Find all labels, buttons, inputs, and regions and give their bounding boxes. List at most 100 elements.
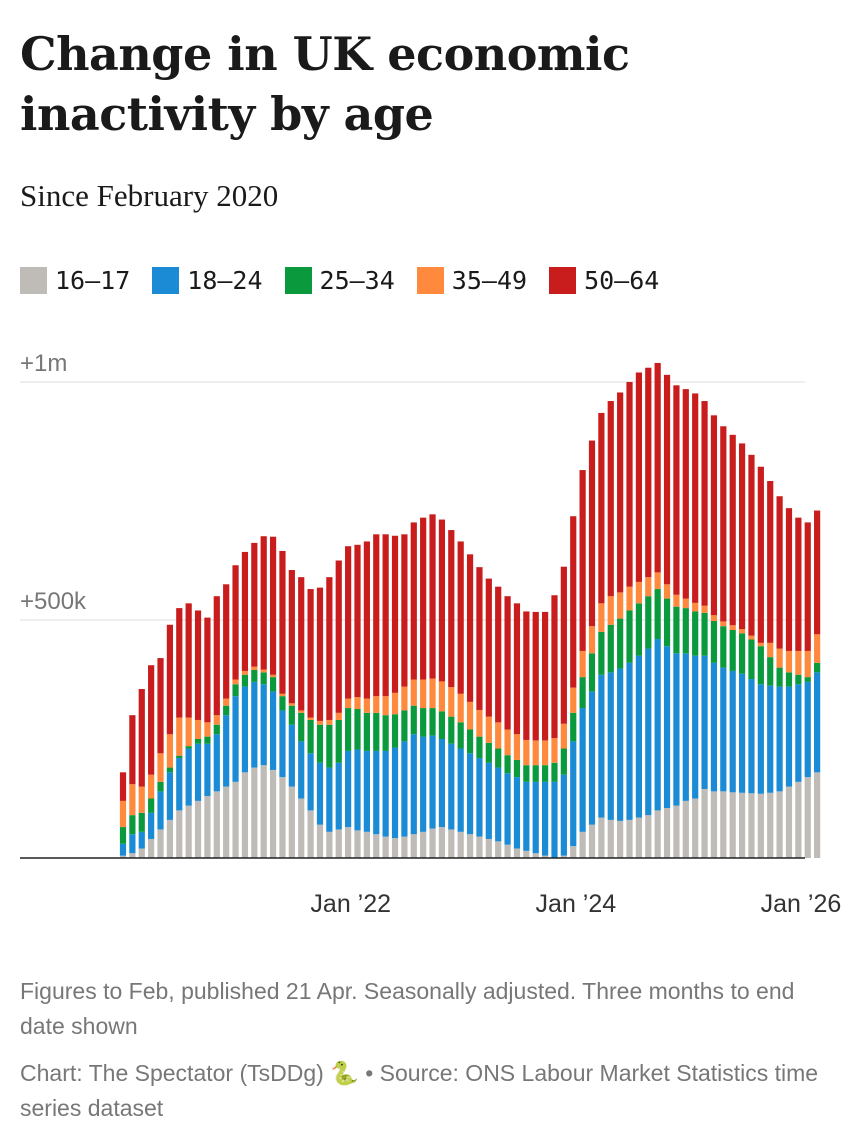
bar-segment-1-9 xyxy=(204,743,211,797)
x-tick-label-2: Jan ’26 xyxy=(761,890,842,918)
bar-segment-4-71 xyxy=(785,508,793,651)
bar-segment-1-61 xyxy=(692,655,699,799)
legend-swatch-25-34 xyxy=(284,267,312,294)
bar-segment-4-27 xyxy=(373,534,380,697)
bar-segment-4-16 xyxy=(269,536,277,675)
bar-segment-3-19 xyxy=(298,710,305,713)
bar-segment-2-6 xyxy=(176,755,183,759)
bar-segment-1-55 xyxy=(635,655,642,818)
bar-segment-4-10 xyxy=(213,596,220,716)
bar-segment-1-16 xyxy=(269,691,277,770)
bar-segment-0-25 xyxy=(354,830,361,858)
bar-segment-4-56 xyxy=(645,367,652,578)
bar-segment-0-1 xyxy=(129,853,136,858)
bar-segment-3-23 xyxy=(335,712,342,720)
bar-segment-3-30 xyxy=(401,686,408,711)
bar-segment-2-65 xyxy=(729,629,736,671)
bar-segment-3-17 xyxy=(279,693,286,697)
bar-segment-0-11 xyxy=(223,786,230,858)
bar-segment-4-64 xyxy=(720,426,727,622)
bar-segment-2-23 xyxy=(335,719,342,763)
bar-segment-3-64 xyxy=(720,621,727,627)
bar-segment-2-70 xyxy=(776,667,783,687)
bar-segment-4-8 xyxy=(194,610,202,720)
bar-segment-1-22 xyxy=(326,767,333,832)
bar-segment-1-30 xyxy=(401,741,408,837)
bar-segment-0-60 xyxy=(682,800,689,858)
bar-segment-0-57 xyxy=(654,810,661,858)
bar-segment-3-2 xyxy=(138,786,145,813)
bar-segment-2-14 xyxy=(251,669,258,682)
bar-segment-1-32 xyxy=(420,736,427,832)
bar-segment-0-70 xyxy=(776,791,783,858)
bar-segment-0-44 xyxy=(532,853,539,858)
bar-segment-4-3 xyxy=(148,665,155,775)
bar-segment-1-2 xyxy=(138,831,145,849)
bar-segment-1-18 xyxy=(288,724,295,787)
bar-segment-0-2 xyxy=(138,848,145,858)
bar-segment-3-29 xyxy=(391,692,399,715)
bar-segment-1-43 xyxy=(523,781,530,851)
bar-segment-4-37 xyxy=(466,554,474,702)
bar-segment-1-6 xyxy=(176,758,183,811)
bar-segment-3-47 xyxy=(560,723,567,749)
bar-segment-3-18 xyxy=(288,703,295,706)
bar-segment-1-64 xyxy=(720,667,727,792)
bar-segment-4-0 xyxy=(119,772,127,801)
bar-segment-4-57 xyxy=(654,362,661,573)
bar-segment-4-41 xyxy=(504,596,511,730)
bar-segment-1-39 xyxy=(485,762,492,839)
bar-segment-4-11 xyxy=(223,584,230,699)
bar-segment-4-9 xyxy=(204,617,211,723)
legend-label-50-64: 50–64 xyxy=(584,266,660,295)
bar-segment-2-46 xyxy=(551,762,558,782)
legend-item-16-17: 16–17 xyxy=(20,266,130,295)
bar-segment-2-35 xyxy=(448,716,455,744)
bar-segment-0-37 xyxy=(466,834,474,858)
bar-segment-1-5 xyxy=(166,772,173,820)
bar-segment-2-63 xyxy=(710,620,718,663)
bar-segment-1-47 xyxy=(560,774,567,856)
bar-segment-4-14 xyxy=(251,542,258,667)
bar-segment-4-68 xyxy=(757,466,764,643)
bar-segment-1-65 xyxy=(729,670,736,793)
bar-segment-0-0 xyxy=(119,855,127,858)
bar-segment-4-22 xyxy=(326,577,333,720)
bar-segment-3-38 xyxy=(476,709,483,737)
bar-segment-1-20 xyxy=(307,753,314,811)
bar-segment-4-36 xyxy=(457,541,464,694)
bar-segment-3-4 xyxy=(157,753,164,782)
bar-segment-1-49 xyxy=(579,708,586,832)
bar-segment-2-58 xyxy=(663,598,671,647)
bar-segment-2-50 xyxy=(588,653,596,692)
bar-segment-0-62 xyxy=(701,788,708,858)
bar-segment-0-14 xyxy=(251,767,258,858)
bar-segment-3-58 xyxy=(663,584,671,599)
legend-item-25-34: 25–34 xyxy=(284,266,395,295)
bar-segment-0-58 xyxy=(663,808,671,858)
bar-segment-3-15 xyxy=(260,669,267,673)
bar-segment-1-38 xyxy=(476,758,483,837)
bar-segment-0-59 xyxy=(673,805,680,858)
bar-segment-0-34 xyxy=(438,827,446,858)
bar-segment-1-44 xyxy=(532,781,539,854)
bar-segment-3-71 xyxy=(785,650,793,673)
bar-segment-0-26 xyxy=(363,831,370,858)
bar-segment-2-49 xyxy=(579,677,586,709)
bar-segment-4-28 xyxy=(382,534,389,697)
bar-segment-2-10 xyxy=(213,724,220,735)
bar-segment-0-40 xyxy=(495,841,502,858)
bar-segment-3-60 xyxy=(682,598,689,609)
bar-segment-4-46 xyxy=(551,595,558,739)
bar-segment-1-13 xyxy=(241,686,249,773)
bar-segment-0-23 xyxy=(335,829,342,858)
bar-segment-3-49 xyxy=(579,650,586,678)
bar-segment-1-34 xyxy=(438,739,446,828)
bar-segment-0-49 xyxy=(579,831,586,858)
bar-segment-4-25 xyxy=(354,544,361,698)
bar-segment-0-19 xyxy=(298,798,305,858)
bar-segment-2-53 xyxy=(617,618,624,669)
bar-segment-2-3 xyxy=(148,798,155,813)
bar-segment-3-0 xyxy=(119,800,127,828)
bar-segment-0-7 xyxy=(185,805,192,858)
